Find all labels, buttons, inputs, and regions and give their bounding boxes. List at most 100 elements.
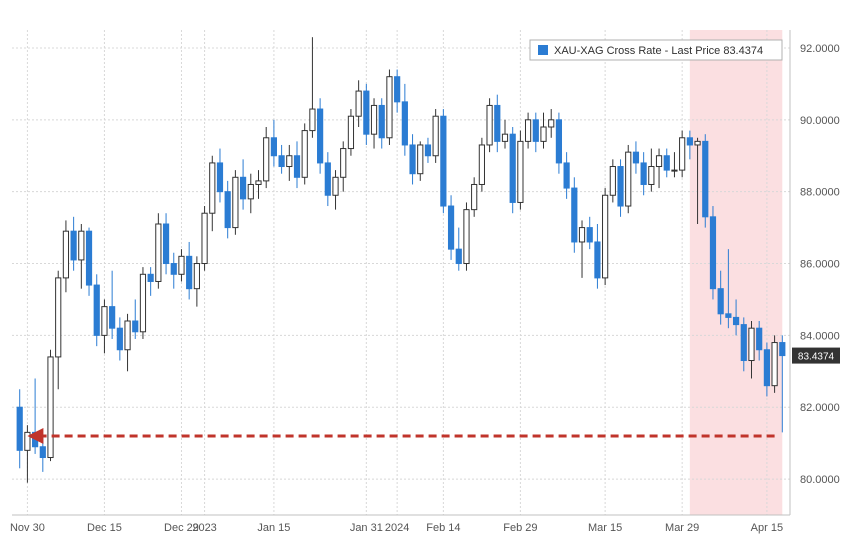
x-tick-label: Dec 15 (87, 522, 122, 534)
x-tick-label: Mar 15 (588, 522, 622, 534)
candle-body (86, 231, 91, 285)
candle-body (487, 105, 492, 145)
y-tick-label: 84.0000 (800, 330, 840, 342)
candle-body (425, 145, 430, 156)
candle-body (364, 91, 369, 134)
highlight-region (690, 30, 782, 515)
candle-body (472, 184, 477, 209)
candle-body (179, 256, 184, 274)
candle-body (579, 228, 584, 242)
candle-body (156, 224, 161, 281)
x-tick-label: Feb 29 (503, 522, 537, 534)
candle-body (533, 120, 538, 142)
candle-body (102, 307, 107, 336)
candle-body (641, 163, 646, 185)
x-tick-label: Nov 30 (10, 522, 45, 534)
candle-body (764, 350, 769, 386)
candle-body (163, 224, 168, 264)
candle-body (441, 116, 446, 206)
candle-body (518, 141, 523, 202)
candle-body (780, 343, 785, 356)
candle-body (140, 274, 145, 331)
x-tick-label: 2024 (385, 522, 409, 534)
candle-body (703, 141, 708, 216)
candle-body (233, 177, 238, 227)
candle-body (256, 181, 261, 185)
candle-body (240, 177, 245, 199)
candle-body (595, 242, 600, 278)
candle-body (610, 167, 615, 196)
candle-body (125, 321, 130, 350)
candle-body (302, 131, 307, 178)
candle-body (333, 177, 338, 195)
candle-body (664, 156, 669, 170)
candle-body (587, 228, 592, 242)
candle-body (502, 134, 507, 141)
y-tick-label: 90.0000 (800, 115, 840, 127)
candle-body (248, 184, 253, 198)
candle-body (56, 278, 61, 357)
candle-body (71, 231, 76, 260)
candle-body (525, 120, 530, 142)
candle-body (433, 116, 438, 156)
candle-body (556, 120, 561, 163)
candle-body (726, 314, 731, 318)
candle-body (456, 249, 461, 263)
candle-body (348, 116, 353, 148)
candle-body (672, 170, 677, 171)
y-tick-label: 88.0000 (800, 187, 840, 199)
candle-body (618, 167, 623, 207)
candle-body (279, 156, 284, 167)
candle-body (695, 141, 700, 145)
candle-body (603, 195, 608, 278)
candle-body (325, 163, 330, 195)
candle-body (418, 145, 423, 174)
x-tick-label: Jan 31 (350, 522, 383, 534)
candle-body (410, 145, 415, 174)
candle-body (656, 156, 661, 167)
candle-body (448, 206, 453, 249)
candle-body (757, 328, 762, 350)
candle-body (225, 192, 230, 228)
candle-body (495, 105, 500, 141)
candle-body (48, 357, 53, 458)
legend-marker-icon (538, 45, 548, 55)
candle-body (572, 188, 577, 242)
candle-body (680, 138, 685, 170)
candle-body (749, 328, 754, 360)
x-tick-label: Apr 15 (751, 522, 783, 534)
candle-body (217, 163, 222, 192)
candle-body (171, 264, 176, 275)
candle-body (564, 163, 569, 188)
candle-body (17, 407, 22, 450)
candle-body (371, 105, 376, 134)
candle-body (94, 285, 99, 335)
candle-body (148, 274, 153, 281)
candle-body (718, 289, 723, 314)
candle-body (271, 138, 276, 156)
candle-body (310, 109, 315, 131)
candle-body (626, 152, 631, 206)
x-tick-label: Mar 29 (665, 522, 699, 534)
candle-body (318, 109, 323, 163)
y-tick-label: 80.0000 (800, 474, 840, 486)
candlestick-chart: 80.000082.000084.000086.000088.000090.00… (0, 0, 848, 556)
candle-body (379, 105, 384, 137)
candle-body (479, 145, 484, 185)
candle-body (294, 156, 299, 178)
candle-body (733, 317, 738, 324)
candle-body (341, 149, 346, 178)
candle-body (710, 217, 715, 289)
candle-body (117, 328, 122, 350)
candle-body (541, 127, 546, 141)
candle-body (649, 167, 654, 185)
candle-body (187, 256, 192, 288)
candle-body (133, 321, 138, 332)
candle-body (549, 120, 554, 127)
x-tick-label: 2023 (192, 522, 216, 534)
candle-body (110, 307, 115, 329)
candle-body (510, 134, 515, 202)
x-tick-label: Feb 14 (426, 522, 460, 534)
candle-body (402, 102, 407, 145)
legend-label: XAU-XAG Cross Rate - Last Price 83.4374 (554, 45, 763, 57)
